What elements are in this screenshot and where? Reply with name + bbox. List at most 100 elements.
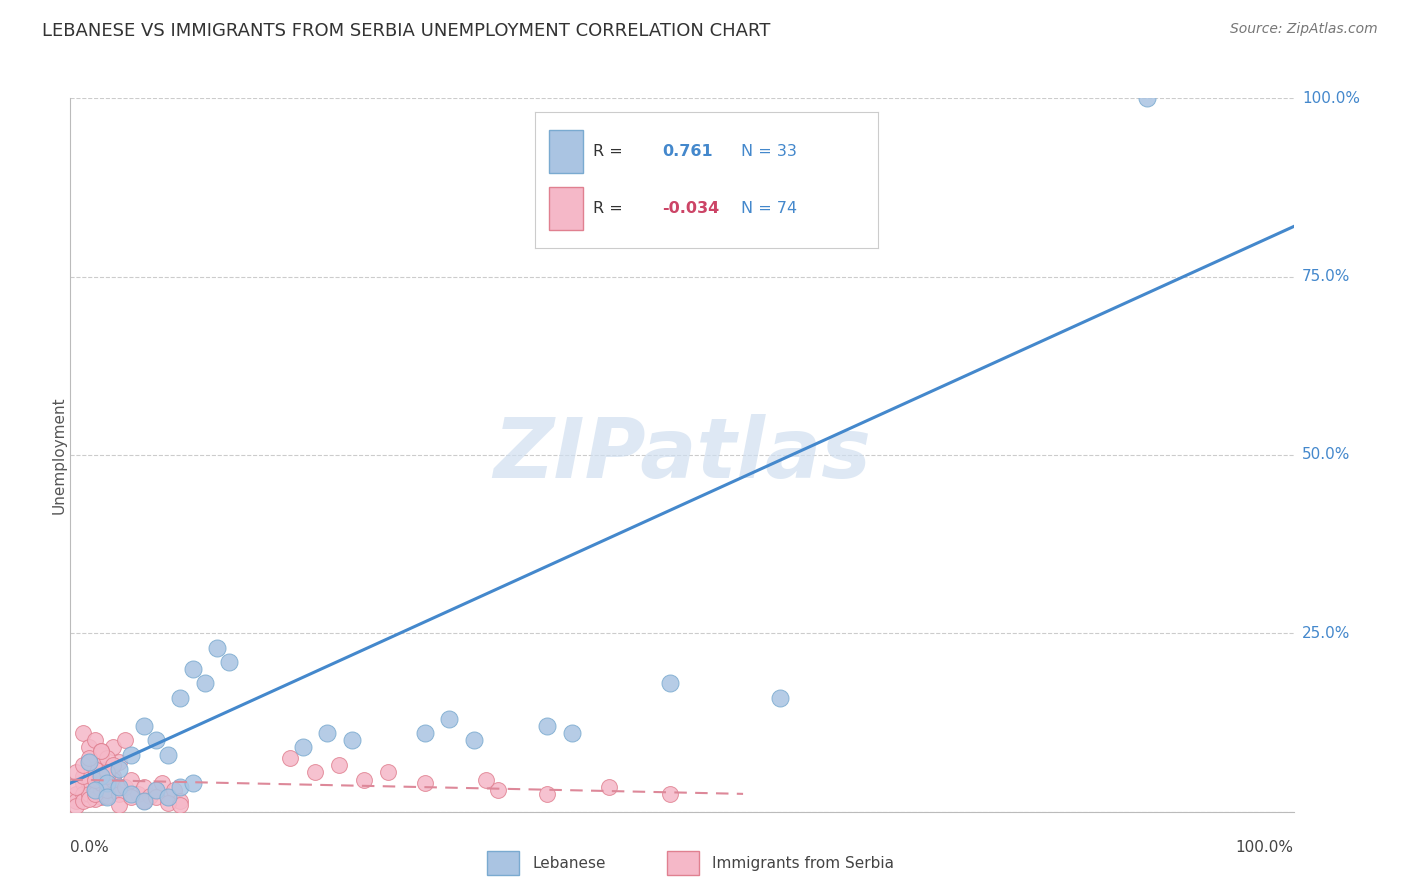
Point <box>65 794 87 808</box>
Point <box>145 733 167 747</box>
Point <box>96 790 118 805</box>
Point <box>598 780 620 794</box>
Text: ZIPatlas: ZIPatlas <box>494 415 870 495</box>
Point <box>72 758 94 772</box>
Point <box>96 769 118 783</box>
Point <box>769 690 792 705</box>
Point <box>72 726 94 740</box>
Point <box>65 765 87 780</box>
Point <box>1136 91 1159 105</box>
Point <box>77 751 100 765</box>
Point <box>96 783 118 797</box>
Point <box>413 726 436 740</box>
Point <box>77 755 100 769</box>
Point <box>127 787 149 801</box>
Point <box>280 751 302 765</box>
Bar <box>666 851 699 875</box>
Point <box>72 769 94 783</box>
Point <box>101 783 124 797</box>
Point <box>90 783 112 797</box>
Point <box>181 662 204 676</box>
Point <box>181 776 204 790</box>
Point <box>96 751 118 765</box>
Point <box>65 787 87 801</box>
Point <box>72 794 94 808</box>
Point <box>96 780 118 794</box>
Point <box>90 747 112 762</box>
Point <box>77 776 100 790</box>
Point <box>121 772 143 787</box>
Point <box>83 787 105 801</box>
Point <box>90 776 112 790</box>
Text: 100.0%: 100.0% <box>1302 91 1360 105</box>
Point <box>316 726 339 740</box>
Point <box>157 790 180 805</box>
Text: Immigrants from Serbia: Immigrants from Serbia <box>711 855 894 871</box>
Point <box>83 762 105 776</box>
Point <box>340 733 363 747</box>
Point <box>90 762 112 776</box>
Point <box>121 790 143 805</box>
Point <box>475 772 498 787</box>
Point <box>114 780 136 794</box>
Text: Lebanese: Lebanese <box>531 855 606 871</box>
Point <box>114 733 136 747</box>
Point <box>150 776 173 790</box>
Bar <box>486 851 519 875</box>
Point <box>65 780 87 794</box>
Point <box>90 769 112 783</box>
Point <box>353 772 375 787</box>
Text: LEBANESE VS IMMIGRANTS FROM SERBIA UNEMPLOYMENT CORRELATION CHART: LEBANESE VS IMMIGRANTS FROM SERBIA UNEMP… <box>42 22 770 40</box>
Point <box>77 783 100 797</box>
Point <box>658 676 681 690</box>
Point <box>72 776 94 790</box>
Point <box>83 769 105 783</box>
Point <box>108 780 131 794</box>
Point <box>77 740 100 755</box>
Point <box>536 787 558 801</box>
Point <box>169 690 191 705</box>
Point <box>132 780 155 794</box>
Point <box>145 790 167 805</box>
Point <box>291 740 314 755</box>
Point <box>145 783 167 797</box>
Point <box>101 758 124 772</box>
Point <box>65 799 87 814</box>
Point <box>488 783 510 797</box>
Point <box>145 783 167 797</box>
Point <box>121 747 143 762</box>
Point <box>536 719 558 733</box>
Point <box>463 733 485 747</box>
Point <box>561 726 583 740</box>
Point <box>96 776 118 790</box>
Point <box>83 783 105 797</box>
Point <box>377 765 399 780</box>
Point <box>96 776 118 790</box>
Text: 100.0%: 100.0% <box>1236 840 1294 855</box>
Point <box>90 744 112 758</box>
Y-axis label: Unemployment: Unemployment <box>52 396 66 514</box>
Point <box>169 780 191 794</box>
Point <box>132 794 155 808</box>
Point <box>132 794 155 808</box>
Point <box>169 797 191 812</box>
Point <box>96 765 118 780</box>
Point <box>108 787 131 801</box>
Point <box>101 772 124 787</box>
Point <box>83 792 105 806</box>
Point <box>90 790 112 805</box>
Point <box>304 765 326 780</box>
Point <box>413 776 436 790</box>
Text: 50.0%: 50.0% <box>1302 448 1350 462</box>
Point <box>169 794 191 808</box>
Point <box>108 797 131 812</box>
Point <box>121 787 143 801</box>
Point <box>139 789 162 803</box>
Point <box>439 712 461 726</box>
Point <box>101 769 124 783</box>
Point <box>132 719 155 733</box>
Point <box>328 758 350 772</box>
Point <box>77 787 100 801</box>
Point <box>205 640 228 655</box>
Point <box>108 755 131 769</box>
